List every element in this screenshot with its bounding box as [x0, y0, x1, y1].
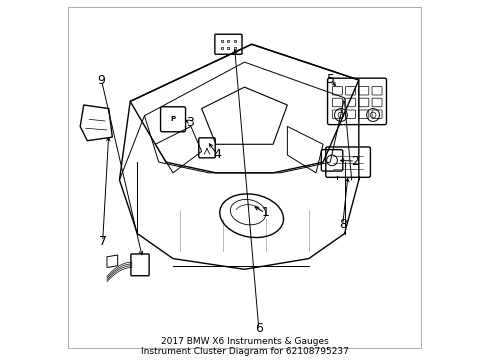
Text: 5: 5 — [326, 73, 334, 86]
Text: 6: 6 — [254, 322, 262, 335]
Text: P: P — [170, 116, 175, 122]
Text: 2: 2 — [350, 154, 359, 167]
Text: 8: 8 — [338, 218, 346, 231]
Text: 4: 4 — [213, 148, 221, 162]
Text: 3: 3 — [186, 116, 194, 129]
Text: 7: 7 — [99, 235, 106, 248]
Text: 9: 9 — [98, 74, 105, 87]
Text: 2017 BMW X6 Instruments & Gauges
Instrument Cluster Diagram for 62108795237: 2017 BMW X6 Instruments & Gauges Instrum… — [140, 337, 348, 356]
Text: 1: 1 — [261, 206, 268, 219]
